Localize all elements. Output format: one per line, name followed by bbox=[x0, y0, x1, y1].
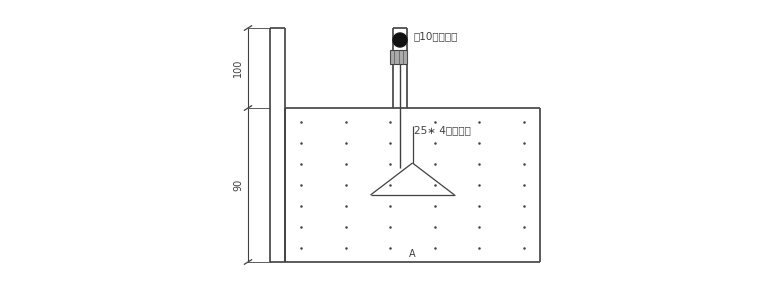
Text: 100: 100 bbox=[233, 59, 243, 77]
Text: 90: 90 bbox=[233, 179, 243, 191]
Text: 25∗ 4镀锢扁鑂: 25∗ 4镀锢扁鑂 bbox=[414, 125, 471, 135]
Text: A: A bbox=[409, 249, 416, 259]
Bar bbox=[390, 50, 407, 64]
Circle shape bbox=[393, 33, 407, 47]
Text: 10镀锢圆鑂: 10镀锢圆鑂 bbox=[414, 31, 458, 41]
